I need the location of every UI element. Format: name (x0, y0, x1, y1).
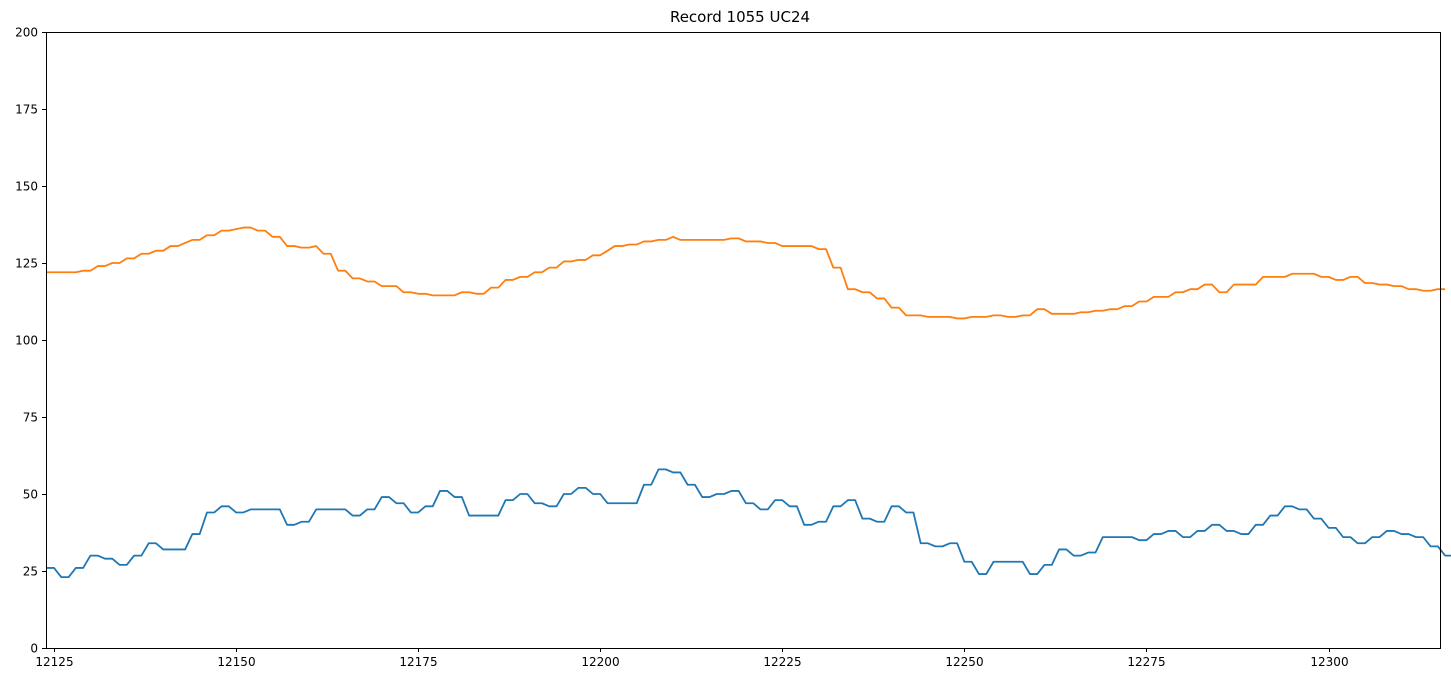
series-line-2 (46, 468, 1451, 579)
y-tick-label: 50 (23, 488, 38, 502)
y-axis-ticks: 0 25 50 75 100 125 150 175 200 (15, 26, 46, 656)
axes-layer (46, 32, 1441, 649)
series-layer (46, 226, 1451, 579)
y-tick-label: 25 (23, 565, 38, 579)
x-tick-label: 12275 (1127, 655, 1165, 669)
y-tick-label: 125 (15, 257, 38, 271)
x-tick-label: 12250 (945, 655, 983, 669)
x-tick-label: 12200 (581, 655, 619, 669)
y-tick-label: 100 (15, 334, 38, 348)
chart-title: Record 1055 UC24 (670, 8, 810, 26)
x-tick-label: 12300 (1310, 655, 1348, 669)
x-tick-label: 12125 (35, 655, 73, 669)
plot-frame (46, 32, 1441, 649)
series-line-1 (46, 226, 1446, 320)
y-tick-label: 0 (30, 642, 38, 656)
x-tick-label: 12175 (399, 655, 437, 669)
x-axis-ticks: 12125 12150 12175 12200 12225 12250 12275 12300 (35, 648, 1349, 669)
y-tick-label: 150 (15, 180, 38, 194)
x-tick-label: 12225 (763, 655, 801, 669)
y-tick-label: 75 (23, 411, 38, 425)
y-tick-label: 175 (15, 103, 38, 117)
y-tick-label: 200 (15, 26, 38, 40)
x-tick-label: 12150 (217, 655, 255, 669)
